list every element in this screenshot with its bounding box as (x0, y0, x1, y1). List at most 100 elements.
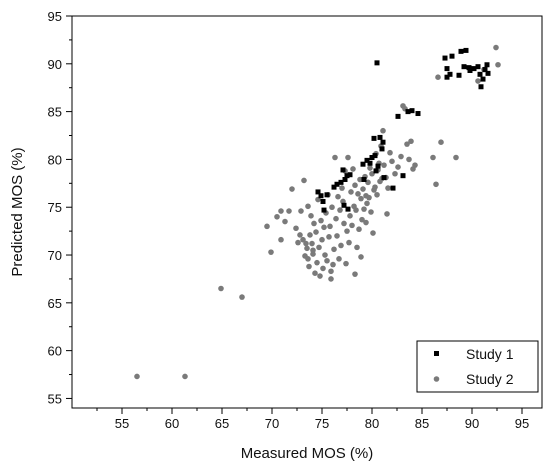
data-point-study-1 (360, 161, 366, 167)
data-point-study-1 (461, 64, 467, 70)
data-point-study-1 (334, 181, 340, 187)
y-tick-label: 75 (48, 200, 62, 215)
data-point-study-2 (301, 177, 307, 184)
data-point-study-1 (341, 202, 347, 208)
data-point-study-2 (370, 230, 376, 236)
data-point-study-2 (369, 170, 375, 177)
data-point-study-1 (347, 172, 353, 178)
data-point-study-1 (364, 157, 370, 163)
data-point-study-2 (453, 154, 459, 161)
data-point-study-2 (278, 208, 284, 214)
data-point-study-1 (447, 71, 453, 77)
x-tick-label: 55 (115, 416, 129, 431)
data-point-study-2 (306, 263, 312, 270)
data-point-study-2 (352, 182, 358, 189)
axes (71, 15, 543, 409)
data-point-study-2 (274, 213, 280, 220)
data-point-study-2 (368, 209, 374, 215)
data-point-study-2 (330, 261, 336, 268)
data-point-study-1 (369, 155, 375, 161)
data-point-study-1 (477, 71, 483, 77)
data-point-study-2 (359, 216, 365, 223)
x-tick-label: 65 (215, 416, 229, 431)
data-point-study-1 (361, 176, 367, 182)
data-point-study-2 (350, 166, 356, 172)
data-point-study-2 (385, 185, 391, 191)
data-point-study-1 (377, 134, 383, 140)
data-point-study-2 (398, 153, 404, 160)
data-point-study-1 (380, 139, 386, 145)
y-tick-label: 95 (48, 9, 62, 24)
data-point-study-2 (364, 200, 370, 207)
data-point-study-1 (372, 153, 378, 159)
data-point-study-2 (239, 294, 245, 300)
data-point-study-2 (360, 186, 366, 192)
data-point-study-2 (314, 259, 320, 266)
data-point-study-1 (321, 207, 327, 213)
x-tick-label: 60 (165, 416, 179, 431)
data-point-study-1 (381, 175, 387, 181)
data-point-study-2 (321, 224, 327, 231)
y-tick-label: 90 (48, 57, 62, 72)
y-tick-label: 65 (48, 296, 62, 311)
y-tick-label: 60 (48, 344, 62, 359)
data-point-study-1 (485, 70, 491, 76)
data-point-study-2 (358, 195, 364, 202)
data-point-study-2 (346, 239, 352, 246)
data-point-study-2 (438, 139, 444, 146)
data-point-study-1 (405, 109, 411, 115)
data-point-study-1 (318, 193, 324, 199)
data-point-study-2 (303, 240, 309, 247)
x-tick-label: 75 (315, 416, 329, 431)
data-point-study-2 (343, 260, 349, 267)
y-axis-ticks: 55 60 65 70 75 80 85 90 95 (48, 9, 72, 406)
data-point-study-2 (218, 285, 224, 292)
data-point-study-2 (268, 249, 274, 255)
data-point-study-1 (367, 160, 373, 166)
data-point-study-1 (415, 111, 421, 117)
data-point-study-2 (334, 233, 340, 239)
data-point-study-1 (480, 76, 486, 82)
data-point-study-2 (365, 179, 371, 186)
data-point-study-2 (356, 226, 362, 233)
legend-marker-study-2 (433, 376, 440, 382)
y-tick-label: 85 (48, 105, 62, 120)
data-point-study-1 (324, 192, 330, 198)
data-point-study-2 (297, 232, 303, 238)
data-point-study-1 (471, 66, 477, 72)
data-point-study-2 (430, 154, 436, 161)
legend-label-study-2: Study 2 (466, 371, 514, 387)
data-point-study-2 (352, 271, 358, 277)
data-point-study-2 (317, 273, 323, 279)
data-point-study-2 (344, 228, 350, 234)
data-point-study-1 (478, 84, 484, 90)
data-point-study-1 (466, 65, 472, 71)
data-point-study-2 (348, 189, 354, 195)
data-point-study-2 (289, 186, 295, 192)
data-point-study-1 (331, 184, 337, 190)
data-point-study-2 (331, 246, 337, 253)
data-point-study-1 (444, 74, 450, 80)
data-point-study-1 (484, 62, 490, 68)
data-point-study-2 (475, 78, 481, 84)
data-point-study-2 (311, 220, 317, 227)
data-point-study-2 (435, 74, 441, 80)
data-point-study-1 (345, 206, 351, 212)
data-point-study-2 (324, 257, 330, 264)
x-axis-title: Measured MOS (%) (241, 445, 374, 462)
data-point-study-2 (412, 162, 418, 168)
data-point-study-2 (327, 223, 333, 230)
data-point-study-2 (408, 138, 414, 145)
data-point-study-2 (332, 154, 338, 161)
data-point-study-2 (310, 247, 316, 254)
data-point-study-2 (337, 207, 343, 213)
x-tick-label: 70 (265, 416, 279, 431)
data-point-study-2 (318, 217, 324, 224)
data-point-study-1 (458, 48, 464, 54)
data-point-study-2 (322, 252, 328, 258)
data-point-study-2 (384, 211, 390, 217)
data-point-study-1 (482, 67, 488, 73)
data-points (134, 44, 501, 380)
x-tick-label: 85 (415, 416, 429, 431)
